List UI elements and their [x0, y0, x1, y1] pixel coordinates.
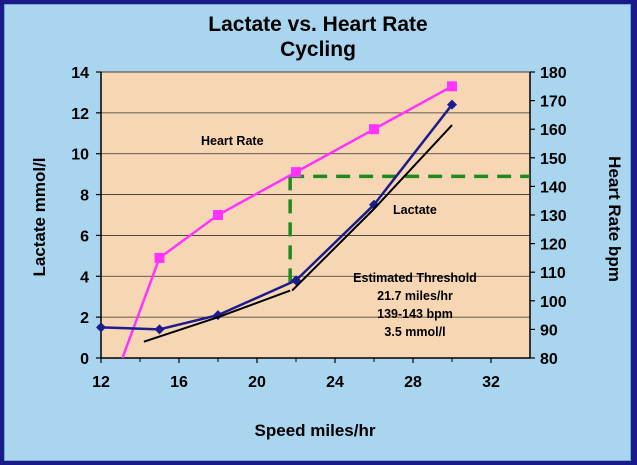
threshold-annotation-line: 3.5 mmol/l — [384, 325, 445, 339]
y2-tick-label: 150 — [540, 151, 567, 168]
x-tick-label: 16 — [170, 374, 188, 391]
lactate-marker — [447, 99, 457, 110]
plot-area — [100, 71, 531, 359]
y2-tick-label: 130 — [540, 208, 567, 225]
series-line-1 — [100, 103, 453, 331]
threshold-annotation-line: 21.7 miles/hr — [377, 289, 453, 303]
y2-tick-label: 110 — [540, 265, 566, 282]
y-tick-label: 10 — [71, 147, 89, 164]
chart-title: Lactate vs. Heart Rate — [208, 13, 427, 36]
series-line-3 — [291, 124, 453, 292]
y2-tick-label: 170 — [540, 94, 567, 111]
x-tick-label: 28 — [404, 374, 422, 391]
y2-tick-label: 140 — [540, 179, 567, 196]
y-axis-label: Lactate mmol/l — [30, 157, 49, 276]
series-line-0 — [121, 85, 453, 359]
y2-tick-label: 180 — [540, 65, 567, 82]
chart-panel: Lactate vs. Heart Rate Cycling 0 2 4 6 8 10 12 14… — [4, 4, 631, 461]
y-tick-label: 12 — [71, 106, 89, 123]
heart-rate-marker — [291, 167, 301, 178]
heart-rate-marker — [154, 252, 165, 263]
heart-rate-marker — [369, 124, 379, 135]
y2-axis-label: Heart Rate bpm — [605, 156, 624, 282]
x-tick-label: 12 — [92, 374, 110, 391]
x-tick-label: 20 — [248, 374, 266, 391]
y-tick-label: 2 — [80, 310, 89, 327]
series-line-2 — [143, 289, 291, 343]
y-tick-label: 8 — [80, 188, 89, 205]
y2-tick-label: 90 — [540, 322, 558, 339]
chart-svg: Lactate vs. Heart RateCycling02468101214… — [30, 13, 624, 440]
lactate-annotation: Lactate — [393, 203, 437, 217]
y2-tick-label: 100 — [540, 294, 567, 311]
threshold-annotation-line: Estimated Threshold — [353, 271, 477, 285]
chart-subtitle: Cycling — [280, 38, 356, 61]
lactate-marker — [96, 322, 106, 333]
threshold-annotation-line: 139-143 bpm — [377, 307, 453, 321]
y-tick-label: 14 — [71, 65, 89, 82]
y2-tick-label: 160 — [540, 122, 567, 139]
lactate-marker — [154, 324, 165, 335]
heart-rate-marker — [447, 81, 457, 92]
y2-tick-label: 80 — [540, 351, 558, 368]
x-tick-label: 24 — [326, 374, 344, 391]
y-tick-label: 6 — [80, 228, 89, 245]
y-tick-label: 0 — [80, 351, 89, 368]
y2-tick-label: 120 — [540, 237, 567, 254]
heart-rate-annotation: Heart Rate — [201, 134, 264, 148]
x-axis-label: Speed miles/hr — [255, 421, 376, 440]
heart-rate-marker — [213, 210, 223, 220]
x-tick-label: 32 — [482, 374, 500, 391]
y-tick-label: 4 — [80, 269, 89, 286]
